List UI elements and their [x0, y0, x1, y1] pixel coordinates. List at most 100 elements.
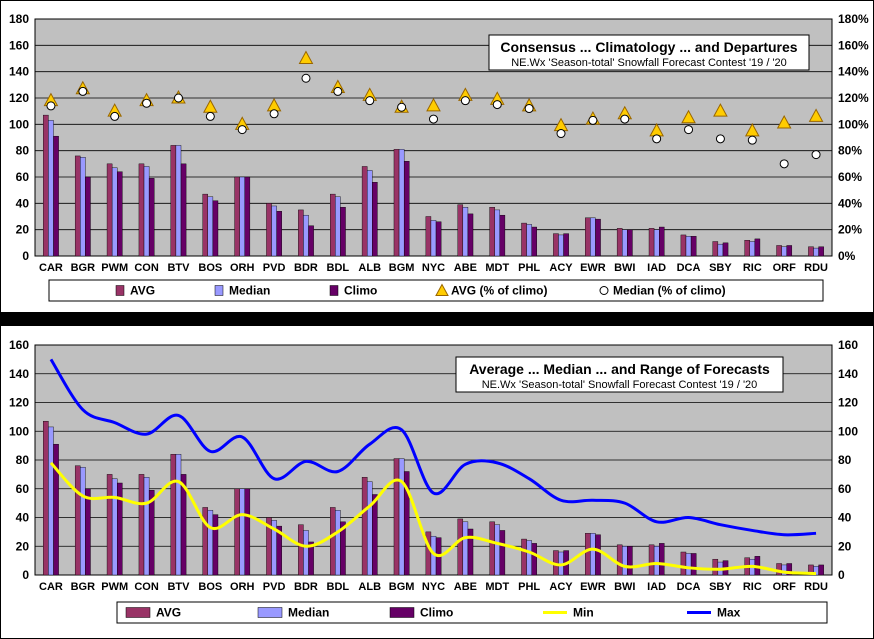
chart2-x-tick-label: CAR [39, 581, 63, 593]
chart1-bar-median [749, 241, 756, 257]
chart1-y-tick: 100 [9, 117, 29, 131]
chart2-x-tick-label: ORH [230, 581, 255, 593]
chart1-y2-tick: 20% [838, 223, 862, 237]
chart2-x-tick-label: BWI [614, 581, 635, 593]
chart1-avg-pct-marker [713, 103, 728, 117]
chart2-x-tick-label: ORF [773, 581, 797, 593]
chart1-median-pct-marker [588, 115, 598, 125]
chart1-bar-median [558, 234, 564, 257]
chart1-title-box [488, 34, 810, 71]
chart1-x-tick-label: ORH [230, 262, 255, 274]
chart1-median-pct-marker [492, 100, 502, 110]
chart2-bar-median [462, 521, 469, 576]
chart1-y2-tick: 160% [838, 38, 869, 52]
chart1-median-pct-marker [684, 125, 694, 135]
chart1-median-pct-marker [620, 114, 630, 124]
chart1-median-pct-marker [78, 86, 88, 96]
chart2-bar-avg [457, 518, 464, 576]
chart1-bar-avg [106, 163, 113, 257]
chart2-line-min [49, 461, 817, 576]
chart1-bar-median [685, 236, 692, 257]
chart1-bar-climo [499, 214, 506, 257]
chart1-subtitle: NE.Wx 'Season-total' Snowfall Forecast C… [511, 57, 787, 69]
chart1-bar-avg [266, 203, 272, 257]
chart1-bar-avg [43, 114, 49, 257]
chart1-y2-tick: 140% [838, 65, 869, 79]
chart1-bar-median [622, 229, 628, 257]
chart1-bar-climo [308, 225, 314, 257]
chart1-bar-median [462, 207, 469, 257]
chart1-bar-climo [276, 211, 282, 257]
chart2-y-tick: 0 [22, 568, 29, 582]
chart2-x-tick-label: IAD [647, 581, 666, 593]
chart1-legend-label: AVG [130, 284, 155, 298]
chart2-bar-climo [531, 543, 537, 576]
chart1-y-tick: 20 [16, 223, 30, 237]
chart1-bar-avg [425, 216, 432, 257]
chart1-x-tick-label: SBY [709, 262, 732, 274]
chart1-median-pct-marker [811, 150, 821, 160]
chart2-bar-avg [489, 521, 495, 576]
chart2-x-tick-label: PHL [518, 581, 540, 593]
chart2-bar-avg [648, 544, 655, 576]
chart1-bar-median [590, 217, 596, 257]
chart1-bar-median [271, 205, 277, 257]
chart2-y-tick: 140 [9, 367, 29, 381]
chart1-bar-climo [212, 200, 219, 257]
chart1-bar-median [430, 220, 437, 257]
chart1-y-tick: 40 [16, 196, 30, 210]
chart1-bar-avg [808, 246, 814, 257]
chart1-x-tick-label: BGR [71, 262, 96, 274]
chart1-bar-avg [330, 193, 336, 257]
chart1-bar-climo [85, 176, 91, 257]
chart1-x-tick-label: BDR [294, 262, 318, 274]
chart1-y-tick: 180 [9, 12, 29, 26]
chart2-bar-avg [585, 533, 591, 576]
chart2-bar-median [80, 466, 86, 576]
chart2-y-tick: 20 [16, 539, 30, 553]
chart2-y2-tick: 140 [838, 367, 858, 381]
chart1-bar-climo [659, 226, 665, 257]
chart2-x-tick-label: BOS [198, 581, 222, 593]
chart2-title: Average ... Median ... and Range of Fore… [469, 361, 770, 377]
chart2-bar-climo [85, 488, 91, 576]
chart2-x-tick-label: ABE [454, 581, 477, 593]
chart1-bar-median [813, 247, 819, 257]
chart2-y-tick: 120 [9, 396, 29, 410]
chart1-legend-swatch [599, 286, 609, 295]
chart1-bar-climo [627, 229, 633, 257]
chart2-bar-avg [106, 474, 113, 576]
chart1-median-pct-marker [173, 93, 183, 103]
chart1-bar-climo [435, 221, 442, 257]
chart1-bar-climo [754, 238, 761, 257]
chart2-bar-median [526, 540, 532, 576]
chart1-legend [48, 279, 824, 302]
chart2-x-tick-label: PWM [101, 581, 128, 593]
chart1-x-tick-label: NYC [422, 262, 445, 274]
chart2-bar-avg [43, 420, 49, 576]
chart1-median-pct-marker [652, 134, 662, 144]
chart2-bar-median [590, 533, 596, 576]
chart1-bar-climo [563, 233, 569, 257]
chart2-bar-avg [712, 558, 719, 576]
chart2-x-tick-label: SBY [709, 581, 732, 593]
chart1-x-tick-label: ORF [773, 262, 797, 274]
chart1-median-pct-marker [205, 111, 215, 121]
chart2-x-tick-label: BGR [71, 581, 96, 593]
chart2-bar-climo [148, 489, 155, 576]
chart2-y-tick: 160 [9, 338, 29, 352]
chart2-x-tick-label: DCA [677, 581, 701, 593]
chart1-median-pct-marker [110, 111, 120, 121]
chart1-y-tick: 140 [9, 65, 29, 79]
chart1-x-tick-label: CAR [39, 262, 63, 274]
chart1-median-pct-marker [365, 96, 375, 106]
chart1-bar-avg [648, 228, 655, 257]
chart2-x-tick-label: CON [134, 581, 159, 593]
chart2-line-max [49, 358, 817, 537]
chart2-bar-avg [680, 551, 687, 576]
chart2-bar-climo [467, 528, 474, 576]
chart2-bar-avg [521, 538, 527, 576]
chart1-x-tick-label: BWI [614, 262, 635, 274]
